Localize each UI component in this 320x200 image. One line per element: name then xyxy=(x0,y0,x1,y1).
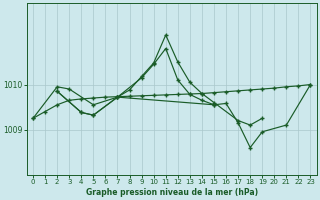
X-axis label: Graphe pression niveau de la mer (hPa): Graphe pression niveau de la mer (hPa) xyxy=(86,188,258,197)
